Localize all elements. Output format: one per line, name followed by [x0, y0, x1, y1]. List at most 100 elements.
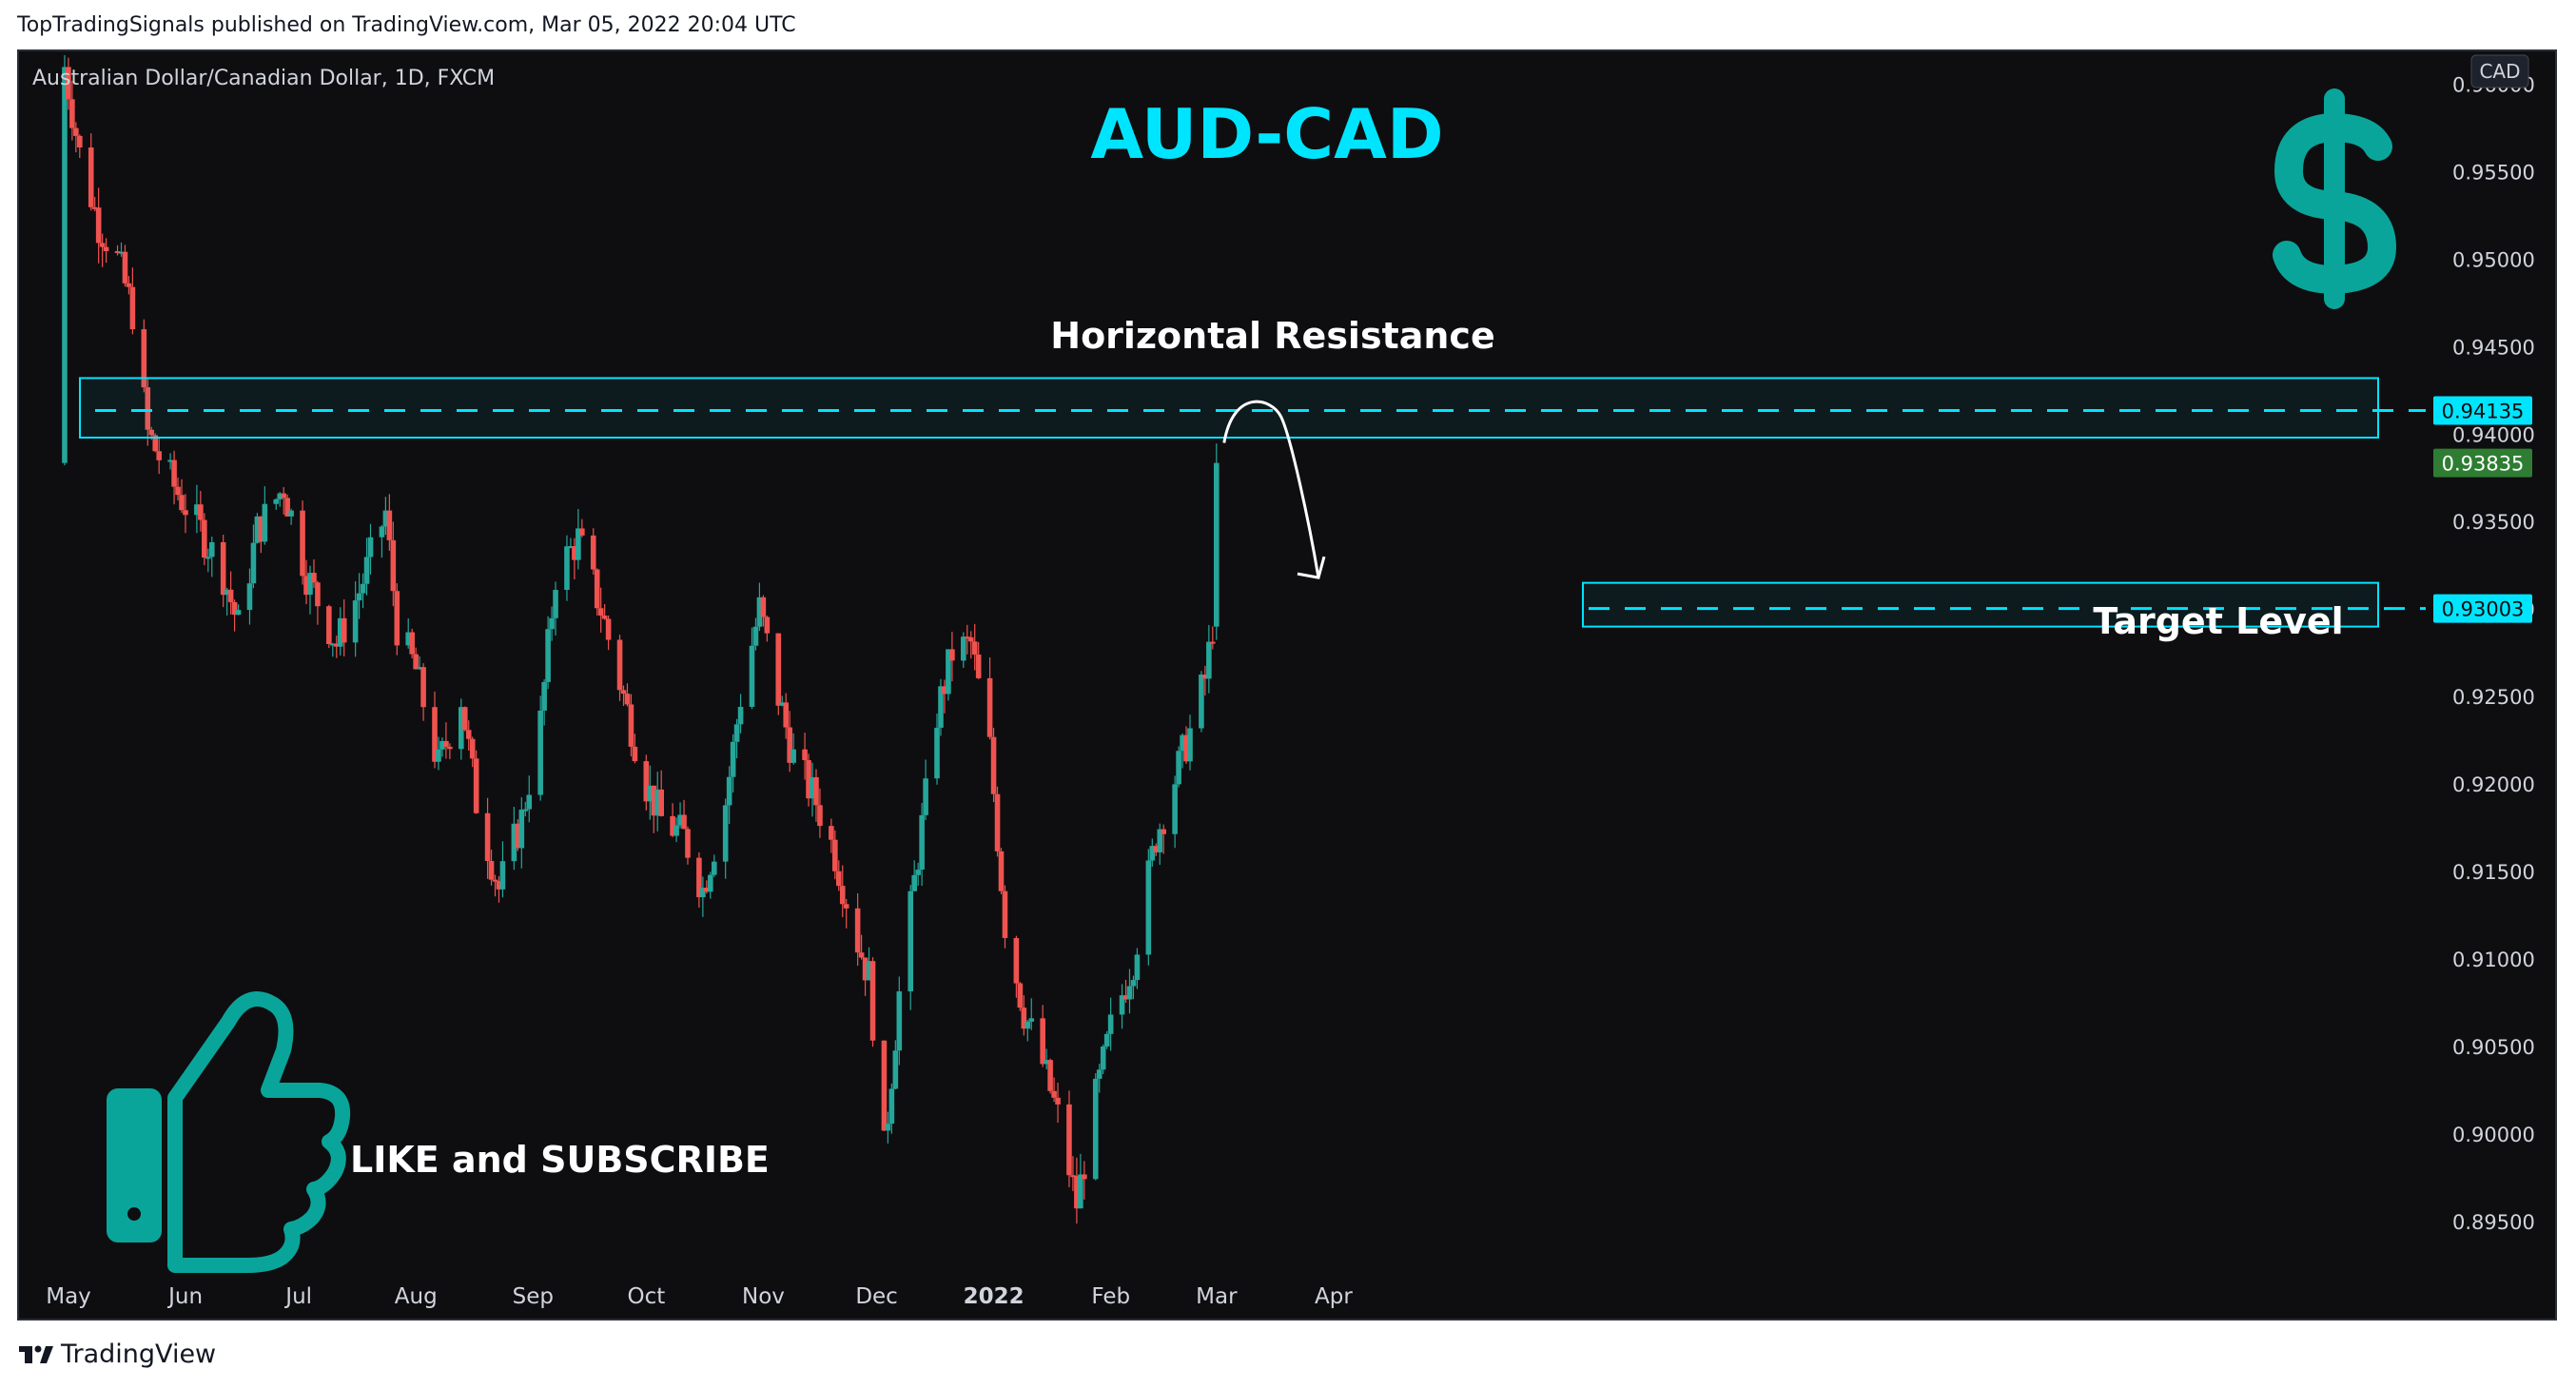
candle-body: [553, 590, 558, 618]
candle-body: [949, 649, 955, 661]
tradingview-logo[interactable]: TradingView: [19, 1340, 216, 1369]
candle-body: [1134, 954, 1141, 981]
candle-body: [1122, 995, 1129, 1000]
target-zone: [1582, 581, 2379, 628]
candle-body: [220, 541, 226, 596]
candle-body: [579, 528, 585, 536]
candle-body: [783, 702, 790, 728]
candle-body: [405, 632, 412, 646]
candle-body: [341, 617, 347, 643]
candle-body: [484, 812, 491, 861]
candle-body: [964, 636, 970, 639]
candle-body: [254, 516, 261, 543]
candle-body: [499, 861, 506, 890]
candle-body: [869, 961, 876, 1041]
candle-body: [1161, 829, 1167, 834]
candle-body: [790, 749, 796, 763]
candle-body: [696, 857, 702, 898]
candle-body: [1096, 1069, 1103, 1079]
candle-body: [704, 888, 710, 892]
candle-body: [300, 510, 305, 577]
tradingview-brand: TradingView: [61, 1340, 217, 1369]
candle-body: [522, 809, 529, 812]
candle-body: [326, 606, 332, 645]
candle-body: [205, 557, 211, 559]
candle-body: [183, 510, 188, 516]
candle-body: [469, 738, 476, 759]
chart-pane[interactable]: 0.960000.955000.950000.945000.940000.935…: [17, 49, 2557, 1321]
price-tick-label: 0.94000: [2452, 423, 2535, 446]
candle-body: [363, 557, 370, 584]
candle-body: [175, 486, 181, 496]
candle-body: [866, 961, 872, 981]
candle-body: [118, 251, 125, 254]
candle-body: [382, 510, 389, 527]
candle-body: [946, 649, 951, 694]
candle-body: [379, 526, 385, 538]
candle-body: [756, 597, 763, 627]
resistance-price-tag: [2433, 396, 2532, 425]
dollar-s: [2273, 112, 2397, 295]
thumb-hand: [167, 991, 351, 1273]
currency-badge: [2470, 54, 2529, 88]
candle-body: [1145, 860, 1152, 955]
candle-body: [1107, 1014, 1114, 1034]
candle-body: [420, 667, 426, 708]
candle-body: [360, 583, 366, 594]
candle-body: [1047, 1060, 1053, 1091]
candle-body: [923, 778, 928, 815]
axes-layer: 0.960000.955000.950000.945000.940000.935…: [46, 51, 2555, 1319]
candle-body: [1206, 641, 1212, 679]
candle-body: [103, 246, 109, 251]
candle-body: [1183, 734, 1189, 762]
candle-body: [148, 429, 155, 436]
candle-body: [129, 286, 136, 330]
candle-body: [677, 814, 683, 826]
candle-body: [1103, 1033, 1110, 1047]
candle-body: [881, 1040, 888, 1131]
candle-body: [413, 654, 419, 670]
candle-body: [1202, 675, 1208, 679]
thumbs-up-icon: [107, 991, 351, 1273]
candle-body: [572, 546, 577, 560]
candle-body: [409, 632, 415, 655]
candle-body: [337, 617, 343, 647]
candle-body: [896, 991, 903, 1051]
candle-body: [651, 785, 657, 816]
dollar-sign-icon: [2273, 88, 2397, 309]
candle-body: [568, 546, 574, 549]
candle-body: [961, 636, 966, 661]
candle-body: [737, 706, 744, 725]
price-tick-label: 0.91000: [2452, 949, 2535, 971]
candle-body: [432, 707, 438, 762]
candle-body: [208, 541, 215, 558]
candle-body: [511, 823, 517, 862]
symbol-description[interactable]: Australian Dollar/Canadian Dollar, 1D, F…: [32, 67, 496, 90]
projection-arrow: [1222, 400, 1320, 578]
chart-headline: AUD-CAD: [1090, 94, 1443, 174]
candle-body: [250, 542, 257, 584]
candle-body: [658, 789, 664, 816]
candle-body: [576, 528, 581, 560]
candle-body: [942, 686, 947, 694]
time-tick-label: Jul: [283, 1284, 312, 1309]
candle-body: [564, 546, 570, 591]
candle-body: [492, 879, 498, 882]
candle-body: [443, 740, 449, 747]
candle-body: [281, 493, 286, 499]
candle-body: [594, 569, 600, 609]
candle-body: [673, 825, 679, 836]
target-price-tag-label: 0.93003: [2442, 598, 2525, 621]
thumb-cuff-dot: [127, 1207, 141, 1221]
candle-body: [179, 495, 185, 511]
candle-body: [167, 460, 173, 462]
candle-body: [1051, 1090, 1057, 1098]
candle-body: [616, 639, 623, 691]
candle-body: [386, 510, 393, 540]
candle-body: [1021, 1008, 1027, 1029]
candlestick-chart[interactable]: 0.960000.955000.950000.945000.940000.935…: [19, 51, 2555, 1319]
candle-body: [99, 243, 106, 247]
candle-body: [273, 499, 280, 504]
candle-body: [1028, 1018, 1035, 1022]
candle-body: [726, 776, 732, 806]
